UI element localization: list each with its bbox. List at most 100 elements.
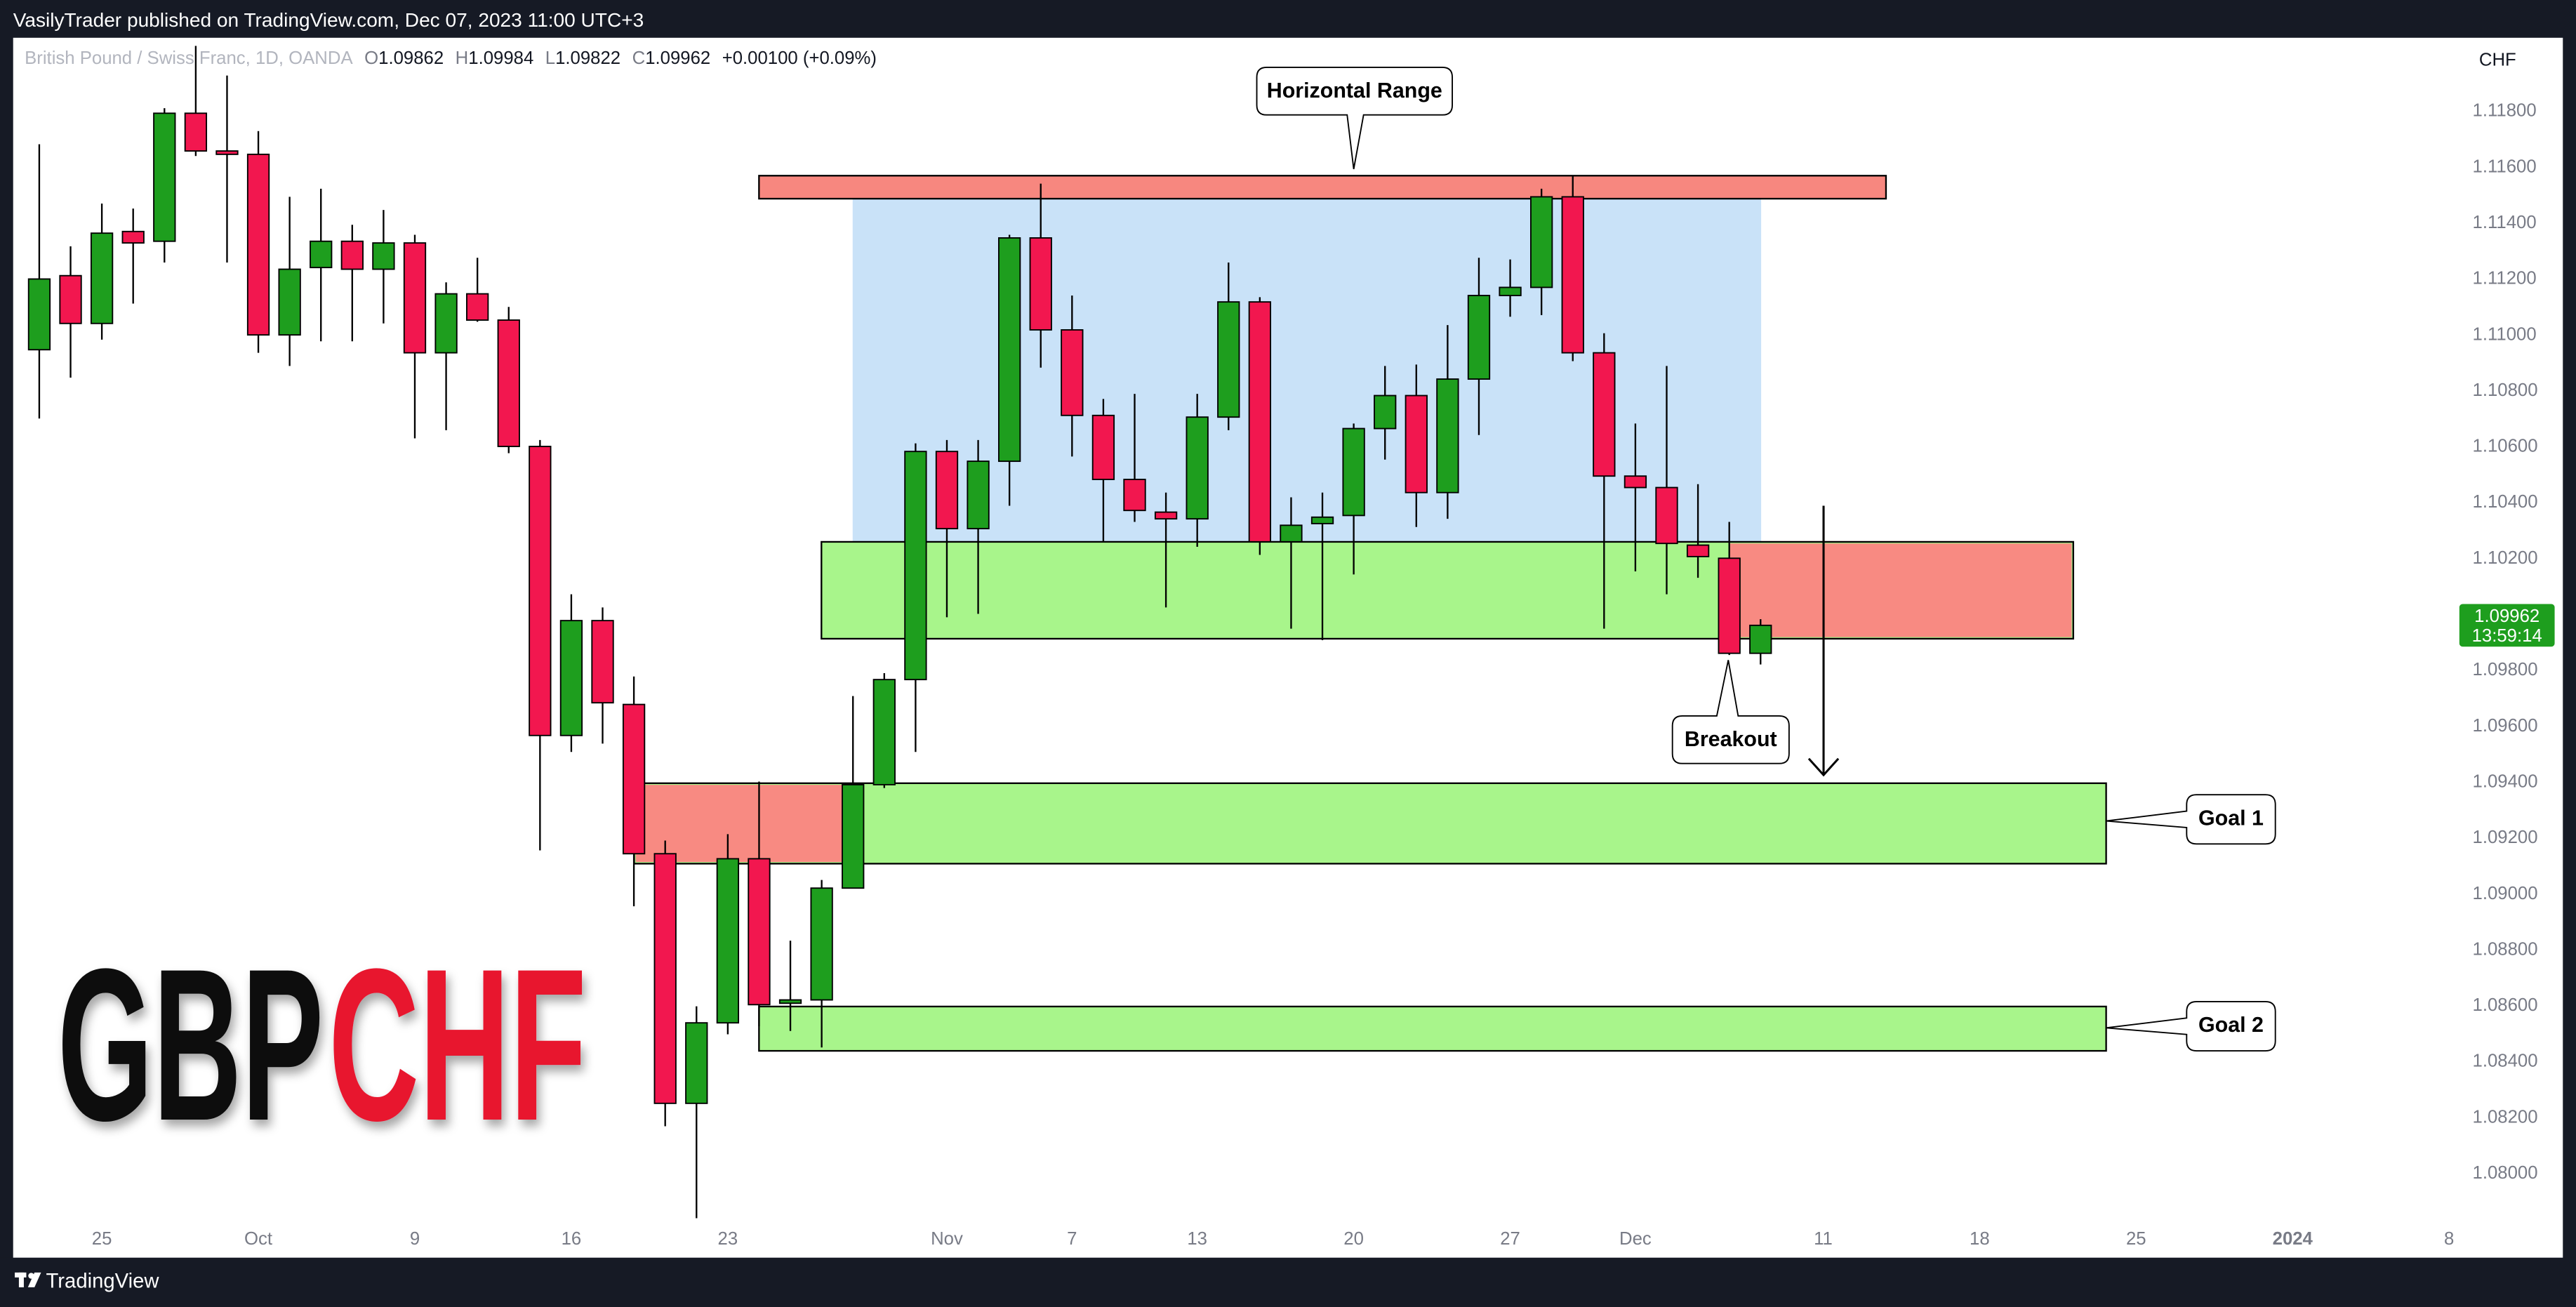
candle-body [591,620,614,704]
currency-box [2464,44,2530,76]
callout-box [2106,1000,2276,1052]
candle-body [215,150,239,155]
candle-body [653,853,677,1104]
candle-body [1405,394,1428,493]
candle-body [466,293,489,321]
ohlc-label: C [632,48,646,68]
candle-body [497,319,520,447]
candle-body [1091,414,1115,480]
resistance-flip-zone [635,785,843,863]
candles [27,46,1772,1219]
symbol: British Pound / Swiss Franc, 1D, OANDA [25,48,353,68]
candle-body [685,1022,708,1104]
candle-body [1061,329,1084,416]
callouts: Horizontal Range Breakout Goal 1 Goal 2 [1256,66,2276,1052]
candle-body [1217,301,1240,418]
ohlc-value: 1.09822 [555,48,620,68]
candle-body [434,293,458,354]
candle-body [1686,544,1710,557]
y-tick-label: 1.11200 [2473,269,2537,288]
candle-body [748,858,771,1006]
title-part: GBP [58,924,324,1166]
candle-body [121,230,145,244]
legend: British Pound / Swiss Franc, 1D, OANDA O… [25,48,877,68]
candle-body [559,620,583,736]
y-tick-label: 1.10400 [2473,492,2538,512]
candle-body [529,446,552,736]
x-tick-label: 27 [1500,1229,1520,1249]
x-tick-label: 8 [2444,1229,2454,1249]
goal-2-zone [758,1005,2107,1052]
x-tick-label: 13 [1187,1229,1207,1249]
y-tick-label: 1.11600 [2473,157,2537,176]
logo-part [27,1272,41,1287]
y-tick-label: 1.11400 [2473,213,2537,232]
callout-label: Horizontal Range [1267,79,1442,102]
y-tick-label: 1.08600 [2473,995,2538,1015]
candle-body [935,451,959,530]
candle-body [778,999,802,1004]
candle-body [872,679,896,785]
last-price: 1.09962 [2474,606,2540,626]
y-tick-label: 1.10600 [2473,437,2538,456]
y-tick-label: 1.09200 [2473,828,2538,847]
arrow-head [1807,757,1840,777]
resistance-zone [758,175,1887,200]
candle-body [27,278,51,351]
x-tick-label: 18 [1970,1229,1990,1249]
candle-body [1154,511,1178,520]
candle-body [1029,237,1052,331]
y-tick-label: 1.08200 [2473,1107,2538,1127]
y-tick-label: 1.08800 [2473,939,2538,959]
x-tick-label: Nov [931,1229,963,1249]
ohlc-value: 1.09862 [378,48,444,68]
big-title: GBP CHF [58,924,587,1166]
x-tick-label: 9 [410,1229,420,1249]
candle-body [842,783,865,889]
footer-brand: TradingView [46,1270,160,1293]
x-tick-label: 25 [2126,1229,2146,1249]
candle-body [1749,624,1772,654]
candle-body [904,451,927,681]
ohlc-value: 1.09984 [468,48,533,68]
publish-info: VasilyTrader published on TradingView.co… [13,9,644,31]
candle-body [1467,295,1491,380]
y-tick-label: 1.09400 [2473,771,2538,791]
candle-body [310,240,333,269]
candle-body [153,112,176,242]
footer [0,1257,2576,1307]
y-tick-label: 1.08400 [2473,1051,2538,1071]
y-tick-label: 1.09600 [2473,716,2538,736]
candle-body [59,274,82,324]
x-tick-label: Oct [244,1229,272,1249]
y-tick-label: 1.11800 [2473,101,2537,121]
x-tick-label: 25 [92,1229,112,1249]
x-tick-label: 2024 [2273,1229,2313,1249]
logo [15,1272,41,1287]
y-tick-label: 1.11000 [2473,324,2537,344]
price-axis: 1.08000 1.08200 1.08400 1.08600 1.08800 1.090… [92,101,2555,1249]
callout-box [2106,794,2276,845]
candle-body [1342,427,1365,517]
candle-body [998,237,1021,463]
candle-body [1624,475,1647,489]
callout-box [1256,66,1453,170]
candle-body [1593,352,1616,477]
candle-body [1529,196,1553,288]
y-tick-label: 1.09000 [2473,884,2538,903]
ohlc-label: L [545,48,555,68]
candle-body [403,242,427,354]
candle-body [90,232,114,324]
title-part: CHF [328,924,586,1166]
ohlc-label: H [456,48,469,68]
candle-body [1718,557,1741,654]
candle-body [1186,416,1209,520]
candle-body [967,460,990,530]
y-tick-label: 1.09800 [2473,660,2538,679]
callout-label: Breakout [1685,727,1777,751]
candle-body [1436,378,1459,493]
ohlc-value: 1.09962 [645,48,710,68]
candle-body [1123,479,1146,512]
candle-body [1655,486,1678,545]
